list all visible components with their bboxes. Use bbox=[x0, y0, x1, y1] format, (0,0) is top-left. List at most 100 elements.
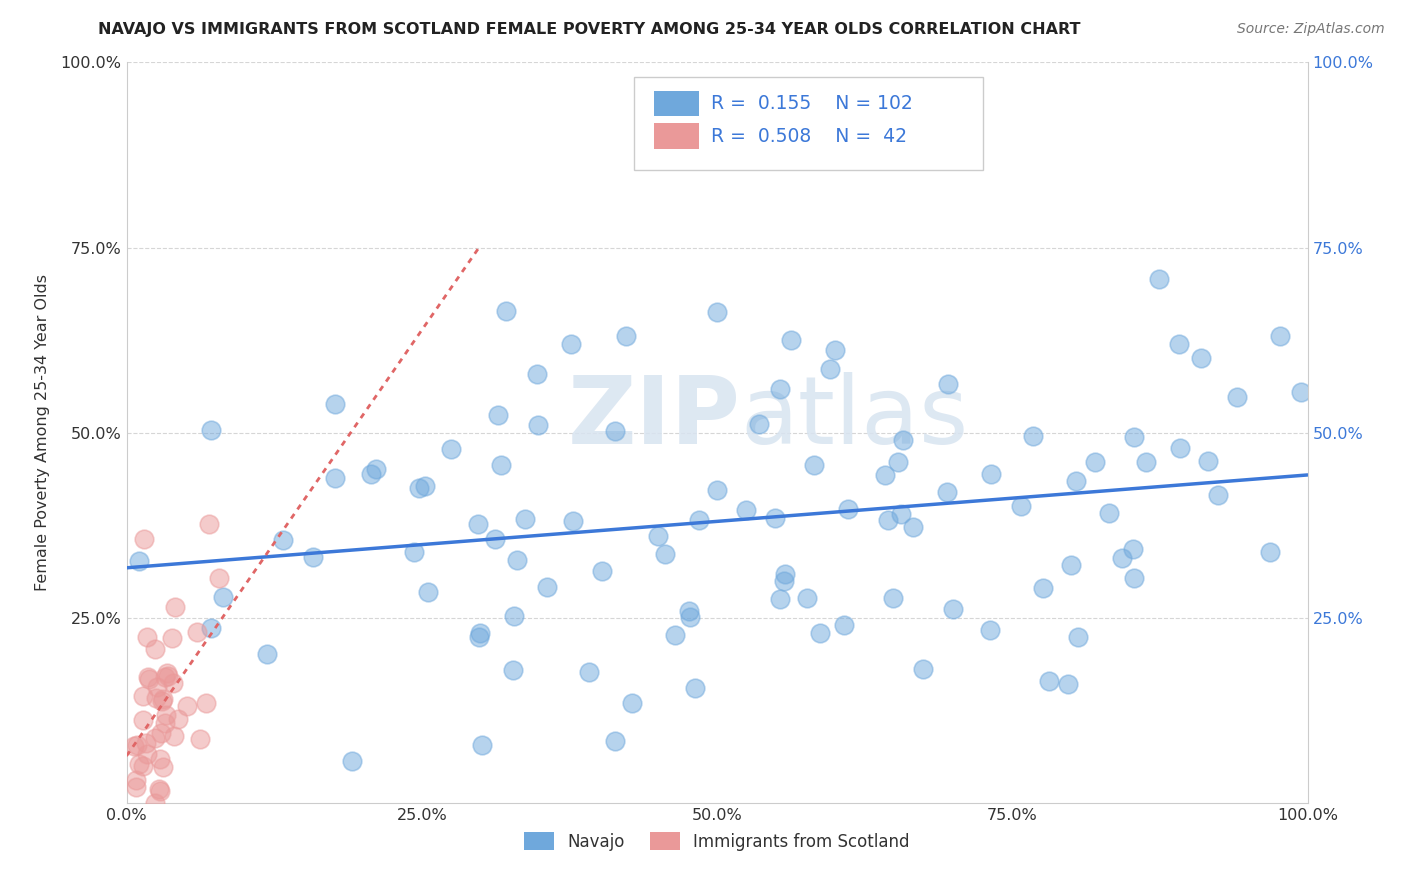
Point bbox=[780, 333, 803, 347]
Point bbox=[155, 671, 177, 685]
Point bbox=[578, 665, 600, 679]
Point bbox=[122, 739, 145, 753]
Point bbox=[408, 481, 430, 495]
Point bbox=[527, 417, 550, 432]
Point bbox=[136, 670, 159, 684]
Point bbox=[887, 455, 910, 469]
Point bbox=[127, 738, 149, 752]
Point bbox=[876, 513, 898, 527]
Point bbox=[188, 732, 211, 747]
Point bbox=[890, 507, 912, 521]
Point bbox=[679, 610, 702, 624]
Point bbox=[901, 520, 924, 534]
Point bbox=[302, 549, 325, 564]
Point bbox=[471, 738, 494, 752]
Point bbox=[706, 483, 728, 498]
Point bbox=[980, 467, 1002, 482]
Point bbox=[614, 329, 637, 343]
Point bbox=[150, 694, 173, 708]
Point bbox=[484, 532, 506, 546]
Point bbox=[824, 343, 846, 358]
Point bbox=[176, 699, 198, 714]
Point bbox=[803, 458, 825, 473]
Point bbox=[873, 467, 896, 482]
FancyBboxPatch shape bbox=[634, 78, 983, 169]
Point bbox=[136, 747, 159, 762]
Bar bbox=[654, 123, 699, 149]
Point bbox=[1060, 558, 1083, 573]
Point bbox=[620, 696, 643, 710]
Point bbox=[198, 516, 221, 531]
Point bbox=[605, 733, 627, 747]
Point bbox=[439, 442, 461, 456]
Point bbox=[678, 604, 700, 618]
Point bbox=[128, 554, 150, 568]
Legend: Navajo, Immigrants from Scotland: Navajo, Immigrants from Scotland bbox=[517, 825, 917, 857]
Point bbox=[488, 408, 510, 422]
Point bbox=[773, 566, 796, 581]
Point bbox=[162, 676, 184, 690]
Text: R =  0.508    N =  42: R = 0.508 N = 42 bbox=[711, 127, 907, 146]
Point bbox=[768, 591, 790, 606]
Point bbox=[136, 630, 159, 644]
Point bbox=[149, 726, 172, 740]
Point bbox=[1122, 430, 1144, 444]
Point bbox=[138, 673, 160, 687]
Point bbox=[340, 754, 363, 768]
Point bbox=[132, 759, 155, 773]
Point bbox=[163, 730, 186, 744]
Point bbox=[194, 696, 217, 710]
Point bbox=[495, 303, 517, 318]
Point bbox=[1084, 454, 1107, 468]
Point bbox=[1206, 488, 1229, 502]
Point bbox=[146, 680, 169, 694]
Point bbox=[132, 532, 155, 546]
Point bbox=[1168, 337, 1191, 351]
Point bbox=[938, 376, 960, 391]
Point bbox=[1038, 673, 1060, 688]
Point bbox=[143, 796, 166, 810]
Point bbox=[186, 624, 208, 639]
Point bbox=[688, 512, 710, 526]
Point bbox=[413, 479, 436, 493]
Point bbox=[125, 780, 148, 794]
Point bbox=[837, 502, 859, 516]
Point bbox=[560, 337, 582, 351]
Point bbox=[591, 564, 613, 578]
Point bbox=[536, 580, 558, 594]
Point bbox=[364, 461, 387, 475]
Point bbox=[647, 529, 669, 543]
Point bbox=[796, 591, 818, 605]
Point bbox=[942, 602, 965, 616]
Point bbox=[402, 545, 425, 559]
Point bbox=[1289, 384, 1312, 399]
Point bbox=[979, 623, 1001, 637]
Point bbox=[1268, 328, 1291, 343]
Point bbox=[1135, 455, 1157, 469]
Point bbox=[1067, 630, 1090, 644]
Point bbox=[166, 712, 188, 726]
Point bbox=[605, 424, 627, 438]
Point bbox=[1197, 454, 1219, 468]
Point bbox=[212, 590, 235, 604]
Point bbox=[208, 570, 231, 584]
Point bbox=[503, 608, 526, 623]
Text: NAVAJO VS IMMIGRANTS FROM SCOTLAND FEMALE POVERTY AMONG 25-34 YEAR OLDS CORRELAT: NAVAJO VS IMMIGRANTS FROM SCOTLAND FEMAL… bbox=[98, 22, 1081, 37]
Point bbox=[936, 485, 959, 500]
Point bbox=[832, 618, 855, 632]
Point bbox=[526, 368, 548, 382]
Point bbox=[748, 417, 770, 431]
Point bbox=[891, 434, 914, 448]
Text: atlas: atlas bbox=[741, 372, 969, 464]
Point bbox=[470, 625, 492, 640]
Point bbox=[131, 713, 153, 727]
Point bbox=[765, 510, 787, 524]
Point bbox=[506, 553, 529, 567]
Point bbox=[1226, 390, 1249, 404]
Point bbox=[735, 503, 758, 517]
Point bbox=[1032, 582, 1054, 596]
Point bbox=[1147, 271, 1170, 285]
Point bbox=[489, 458, 512, 472]
Point bbox=[156, 666, 179, 681]
Point bbox=[1098, 506, 1121, 520]
